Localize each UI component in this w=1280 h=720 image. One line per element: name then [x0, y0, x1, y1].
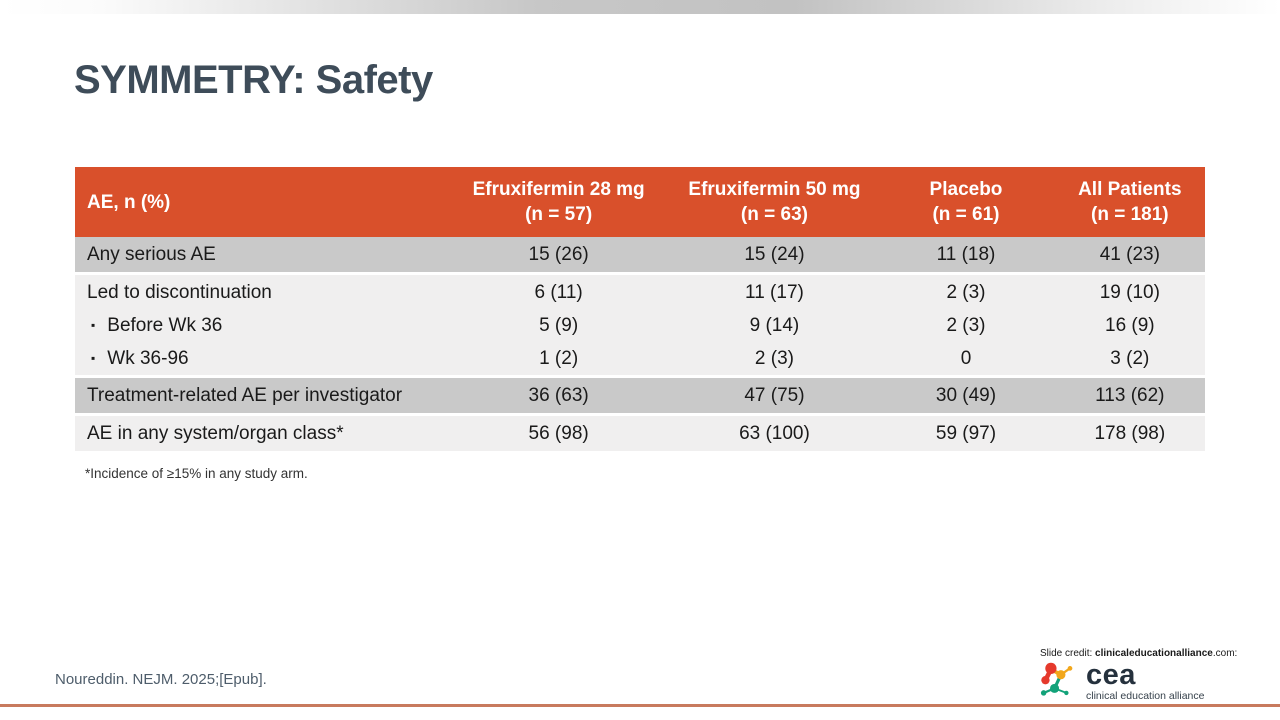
safety-table: AE, n (%) Efruxifermin 28 mg (n = 57) Ef… [75, 167, 1205, 451]
column-header-label: Efruxifermin 28 mg [472, 179, 645, 200]
column-header-label: Efruxifermin 50 mg [688, 179, 861, 200]
cell-value: 0 [960, 347, 972, 369]
row-label: Any serious AE [87, 243, 216, 265]
column-header-n: (n = 61) [932, 204, 1000, 225]
cell-value: 16 (9) [1105, 314, 1155, 336]
cell-value: 5 (9) [539, 314, 579, 336]
cell-value: 11 (18) [936, 243, 996, 265]
sub-row-label-text: Wk 36-96 [107, 347, 189, 369]
slide-credit-block: Slide credit: clinicaleducationalliance.… [1040, 648, 1238, 702]
slide-credit-prefix: Slide credit: [1040, 648, 1096, 659]
cell-value: 1 (2) [539, 347, 579, 369]
square-bullet-icon: ▪ [91, 350, 96, 365]
cea-logo-text: cea clinical education alliance [1086, 658, 1205, 702]
cea-logo: cea clinical education alliance [1040, 658, 1235, 702]
page-title: SYMMETRY: Safety [74, 58, 433, 102]
column-header-efrux28: Efruxifermin 28 mg (n = 57) [446, 167, 672, 237]
cell-value: 15 (26) [528, 243, 589, 265]
cell-value: 9 (14) [749, 314, 800, 336]
cell-value: 47 (75) [744, 384, 805, 406]
sub-row-label: ▪ Wk 36-96 [75, 342, 446, 375]
citation-text: Noureddin. NEJM. 2025;[Epub]. [55, 671, 267, 688]
top-gradient-bar [0, 0, 1280, 14]
cell-value: 2 (3) [754, 347, 794, 369]
column-header-n: (n = 57) [525, 204, 593, 225]
cell-value: 3 (2) [1110, 347, 1150, 369]
cell-value: 63 (100) [739, 422, 810, 444]
cell-value: 36 (63) [528, 384, 589, 406]
sub-row-label: ▪ Before Wk 36 [75, 309, 446, 342]
row-label: AE in any system/organ class* [87, 422, 344, 444]
cell-value: 2 (3) [946, 314, 986, 336]
bottom-accent-line [0, 704, 1280, 707]
table-row-treatment-related: Treatment-related AE per investigator 36… [75, 378, 1205, 413]
column-header-n: (n = 63) [740, 204, 808, 225]
cea-molecule-icon [1040, 662, 1073, 696]
cell-value: 2 (3) [946, 281, 986, 303]
column-header-label: Placebo [929, 179, 1003, 200]
row-label-group: Led to discontinuation ▪ Before Wk 36 ▪ … [75, 275, 446, 375]
table-row-any-organ-class: AE in any system/organ class* 56 (98) 63… [75, 416, 1205, 451]
column-header-placebo: Placebo (n = 61) [877, 167, 1054, 237]
cell-value: 6 (11) [534, 281, 583, 303]
table-row-serious-ae: Any serious AE 15 (26) 15 (24) 11 (18) 4… [75, 237, 1205, 272]
cell-value: 59 (97) [935, 422, 997, 444]
square-bullet-icon: ▪ [91, 317, 96, 332]
cell-value-stack: 2 (3) 2 (3) 0 [877, 275, 1054, 375]
cell-value: 19 (10) [1099, 281, 1160, 303]
column-header-n: (n = 181) [1091, 204, 1169, 225]
cea-wordmark: cea [1086, 658, 1136, 691]
cell-value-stack: 19 (10) 16 (9) 3 (2) [1055, 275, 1205, 375]
table-row-discontinuation: Led to discontinuation ▪ Before Wk 36 ▪ … [75, 275, 1205, 375]
cell-value: 15 (24) [744, 243, 805, 265]
cell-value: 178 (98) [1094, 422, 1166, 444]
column-header-label: All Patients [1078, 179, 1182, 200]
column-header-all-patients: All Patients (n = 181) [1055, 167, 1205, 237]
cell-value: 113 (62) [1095, 384, 1165, 406]
cell-value: 30 (49) [935, 384, 997, 406]
sub-row-label-text: Before Wk 36 [107, 314, 223, 336]
table-footnote: *Incidence of ≥15% in any study arm. [85, 466, 308, 481]
cell-value-stack: 11 (17) 9 (14) 2 (3) [672, 275, 878, 375]
slide-credit-domain: clinicaleducationalliance [1095, 648, 1213, 659]
row-label: Treatment-related AE per investigator [87, 384, 403, 406]
cell-value-stack: 6 (11) 5 (9) 1 (2) [446, 275, 672, 375]
slide-credit-line: Slide credit: clinicaleducationalliance.… [1040, 648, 1238, 659]
table-header-row: AE, n (%) Efruxifermin 28 mg (n = 57) Ef… [75, 167, 1205, 237]
column-header-ae: AE, n (%) [75, 167, 446, 237]
cea-tagline: clinical education alliance [1086, 690, 1205, 702]
column-header-efrux50: Efruxifermin 50 mg (n = 63) [672, 167, 878, 237]
column-header-label: AE, n (%) [87, 191, 171, 213]
cell-value: 56 (98) [528, 422, 589, 444]
cell-value: 41 (23) [1099, 243, 1160, 265]
slide-credit-suffix: .com: [1212, 648, 1238, 659]
cell-value: 11 (17) [745, 281, 804, 303]
row-label: Led to discontinuation [87, 281, 272, 303]
